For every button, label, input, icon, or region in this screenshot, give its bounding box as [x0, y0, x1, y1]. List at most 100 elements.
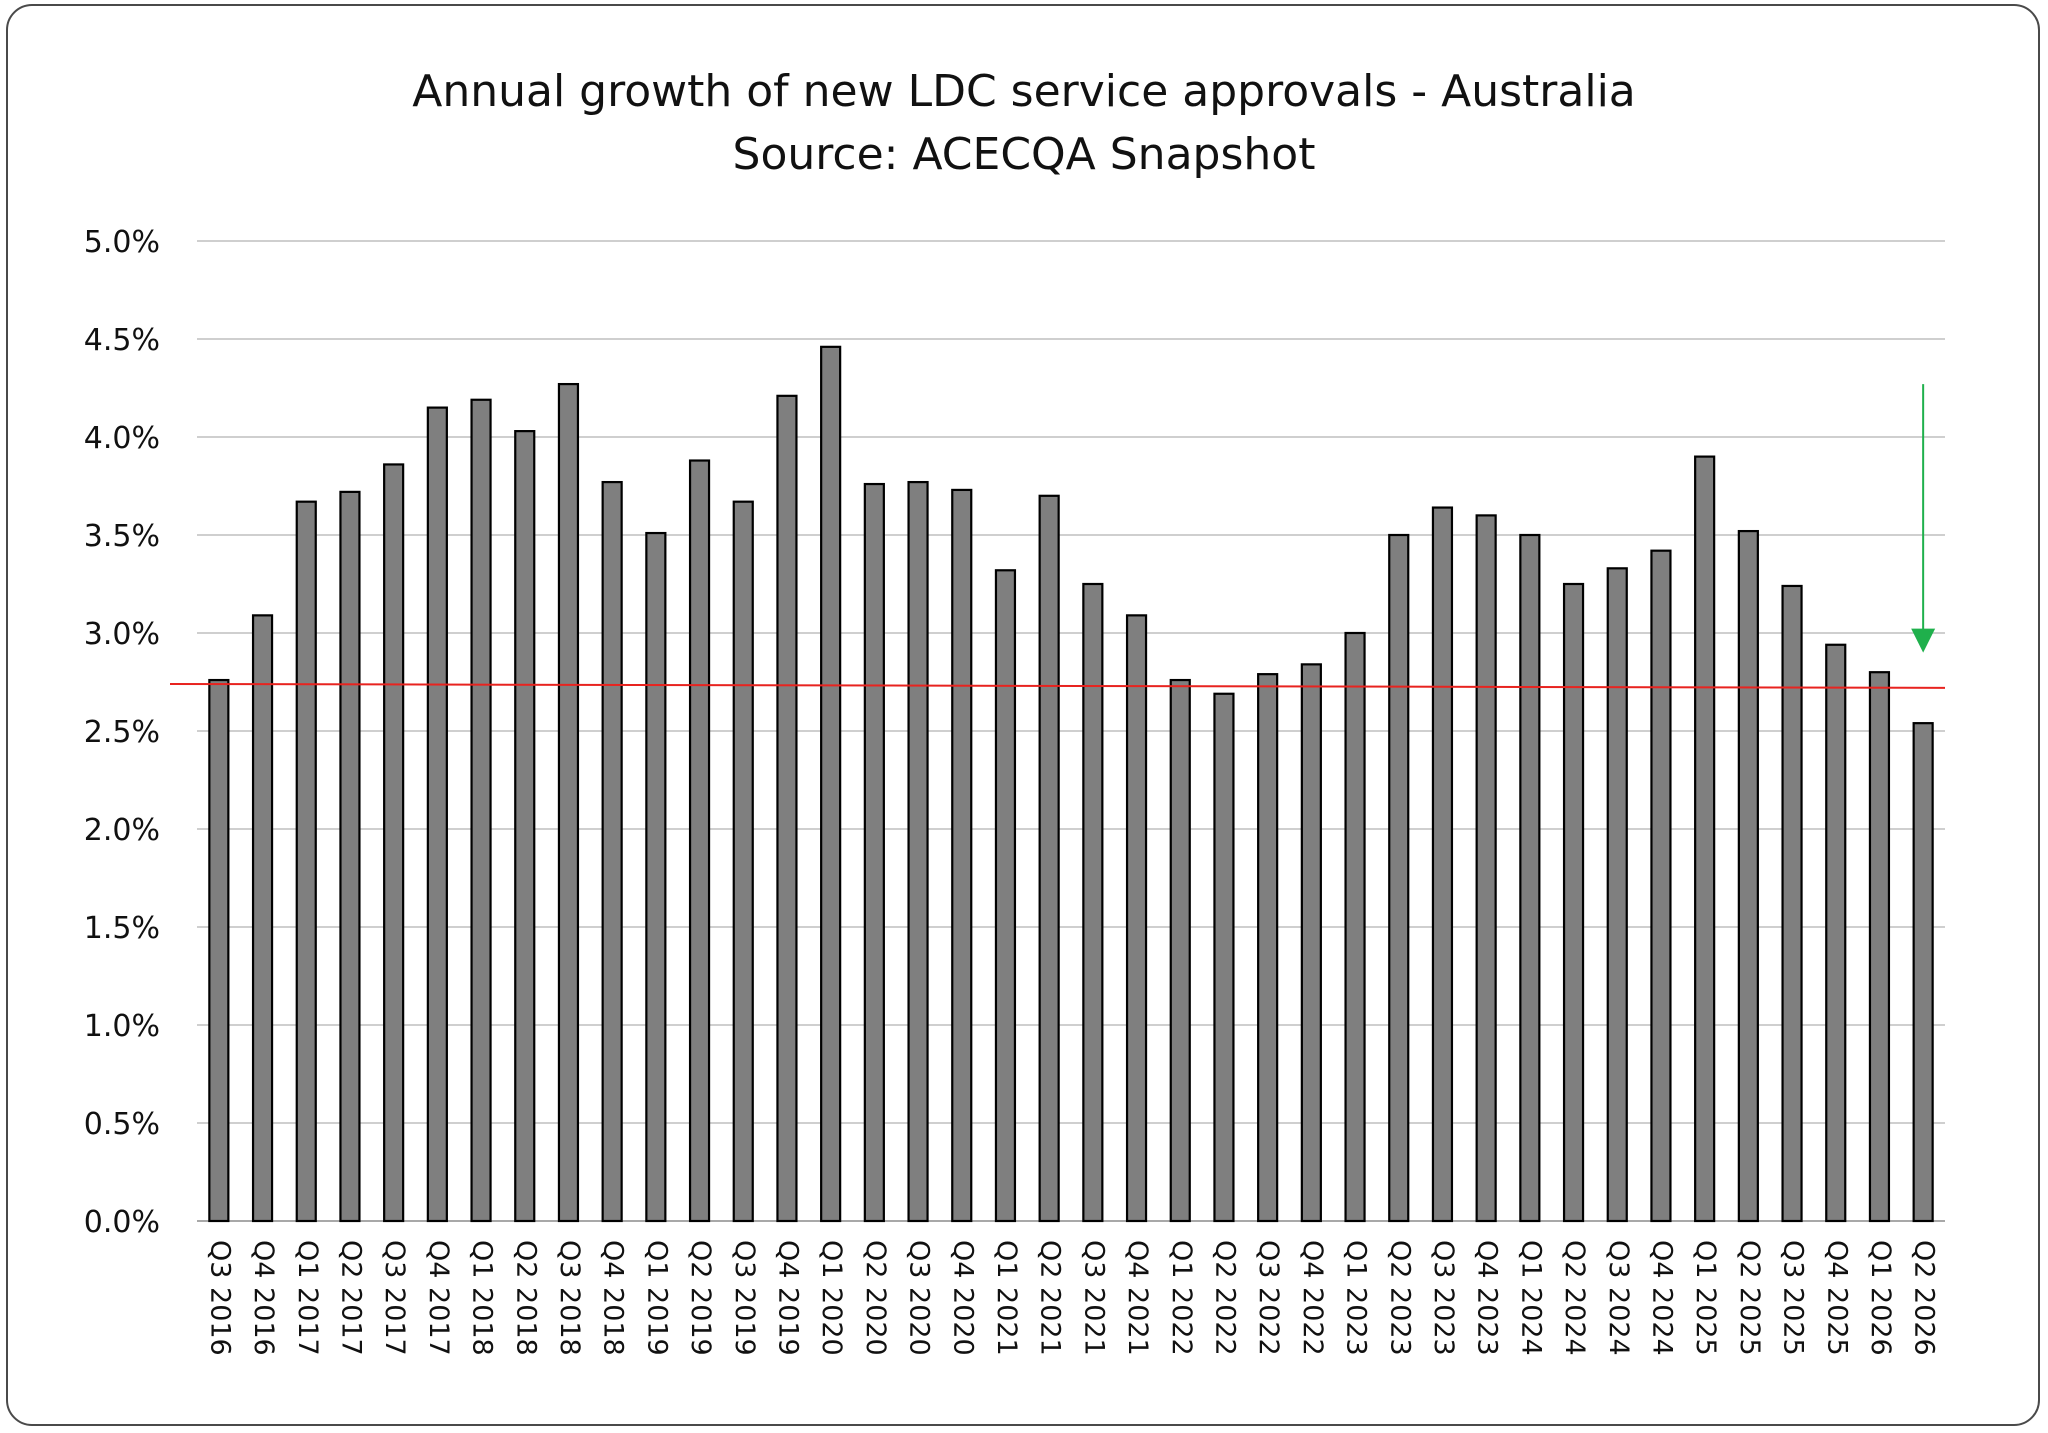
x-tick-label: Q4 2025: [1821, 1240, 1852, 1356]
x-tick-label: Q3 2024: [1603, 1240, 1634, 1356]
x-tick-label: Q1 2020: [816, 1240, 847, 1356]
bar: [470, 398, 492, 1223]
bar: [951, 488, 973, 1223]
y-tick-label: 3.0%: [84, 617, 160, 652]
x-tick-label: Q4 2021: [1122, 1240, 1153, 1356]
x-tick-label: Q3 2018: [554, 1240, 585, 1356]
x-tick-label: Q3 2021: [1078, 1240, 1109, 1356]
y-tick-label: 3.5%: [84, 519, 160, 554]
x-tick-label: Q3 2023: [1428, 1240, 1459, 1356]
bar: [251, 614, 274, 1223]
bar: [1257, 673, 1279, 1223]
bar: [1388, 533, 1410, 1223]
y-tick-label: 5.0%: [84, 225, 160, 260]
x-tick-label: Q4 2022: [1297, 1240, 1328, 1356]
x-tick-label: Q1 2017: [292, 1240, 323, 1356]
bar: [820, 345, 842, 1223]
bar: [994, 569, 1017, 1223]
x-tick-label: Q2 2020: [860, 1240, 891, 1356]
bar: [601, 480, 623, 1223]
y-tick-label: 4.5%: [84, 323, 160, 358]
chart-title: Annual growth of new LDC service approva…: [412, 66, 1636, 117]
x-tick-label: Q1 2023: [1341, 1240, 1372, 1356]
bar: [863, 482, 885, 1223]
bar: [557, 382, 580, 1223]
bar: [645, 531, 667, 1223]
x-tick-label: Q2 2024: [1559, 1240, 1590, 1356]
bar: [776, 394, 798, 1223]
annotations: [169, 384, 1946, 689]
x-tick-label: Q2 2026: [1909, 1240, 1940, 1356]
bar: [1912, 722, 1934, 1223]
gridlines: [197, 240, 1945, 1222]
y-tick-label: 2.5%: [84, 715, 160, 750]
bar: [1519, 533, 1541, 1223]
x-tick-label: Q1 2021: [991, 1240, 1022, 1356]
x-tick-label: Q2 2021: [1035, 1240, 1066, 1356]
x-tick-label: Q2 2023: [1384, 1240, 1415, 1356]
x-tick-label: Q2 2017: [335, 1240, 366, 1356]
bar: [1737, 529, 1759, 1223]
bar: [383, 463, 405, 1223]
x-tick-label: Q2 2019: [685, 1240, 716, 1356]
x-tick-label: Q1 2025: [1690, 1240, 1721, 1356]
bar: [1475, 514, 1497, 1223]
bar: [1694, 455, 1716, 1223]
bar: [1082, 582, 1104, 1223]
y-tick-label: 0.0%: [84, 1205, 160, 1240]
x-tick-label: Q2 2018: [510, 1240, 541, 1356]
x-tick-label: Q3 2017: [379, 1240, 410, 1356]
y-tick-label: 4.0%: [84, 421, 160, 456]
bar: [1169, 678, 1191, 1223]
x-tick-label: Q4 2020: [947, 1240, 978, 1356]
bar: [688, 459, 711, 1223]
x-tick-label: Q2 2022: [1209, 1240, 1240, 1356]
x-tick-label: Q3 2016: [204, 1240, 235, 1356]
x-tick-label: Q3 2019: [729, 1240, 760, 1356]
bar: [1125, 614, 1148, 1223]
x-tick-label: Q3 2025: [1778, 1240, 1809, 1356]
x-tick-label: Q4 2019: [772, 1240, 803, 1356]
y-tick-label: 2.0%: [84, 813, 160, 848]
y-axis-tick-labels: 0.0% 0.5% 1.0% 1.5% 2.0% 2.5% 3.0% 3.5% 4.0% 4.5%…: [84, 225, 160, 1240]
x-tick-label: Q1 2024: [1515, 1240, 1546, 1356]
bar: [1606, 567, 1628, 1223]
bar: [1825, 643, 1847, 1223]
bar: [426, 406, 448, 1223]
bar: [1431, 506, 1454, 1223]
x-tick-label: Q4 2023: [1472, 1240, 1503, 1356]
bar: [339, 490, 361, 1223]
bar: [208, 678, 230, 1223]
x-tick-label: Q4 2018: [598, 1240, 629, 1356]
bar: [1650, 549, 1672, 1223]
x-tick-label: Q4 2024: [1646, 1240, 1677, 1356]
x-tick-label: Q4 2016: [248, 1240, 279, 1356]
x-tick-label: Q4 2017: [423, 1240, 454, 1356]
y-tick-label: 1.0%: [84, 1009, 160, 1044]
bar: [1344, 631, 1366, 1223]
x-tick-label: Q1 2022: [1166, 1240, 1197, 1356]
bar: [907, 480, 929, 1223]
bar: [1781, 584, 1803, 1223]
reference-line: [169, 682, 1946, 689]
down-arrow-icon: [1911, 628, 1936, 653]
x-axis-tick-labels: Q3 2016 Q4 2016 Q1 2017 Q2 2017 Q3 2017 Q4 20…: [204, 1240, 1939, 1356]
x-tick-label: Q1 2019: [641, 1240, 672, 1356]
x-tick-label: Q1 2026: [1865, 1240, 1896, 1356]
bar: [1562, 582, 1585, 1223]
x-tick-label: Q2 2025: [1734, 1240, 1765, 1356]
y-tick-label: 1.5%: [84, 911, 160, 946]
bar: [1300, 663, 1322, 1223]
y-tick-label: 0.5%: [84, 1107, 160, 1142]
bar: [1038, 494, 1060, 1223]
bar: [295, 500, 317, 1223]
bar: [514, 430, 536, 1223]
bar: [732, 500, 754, 1223]
bar: [1213, 692, 1235, 1223]
x-tick-label: Q3 2022: [1253, 1240, 1284, 1356]
x-tick-label: Q3 2020: [904, 1240, 935, 1356]
x-tick-label: Q1 2018: [467, 1240, 498, 1356]
bar: [1868, 671, 1891, 1223]
bars: [208, 345, 1934, 1223]
